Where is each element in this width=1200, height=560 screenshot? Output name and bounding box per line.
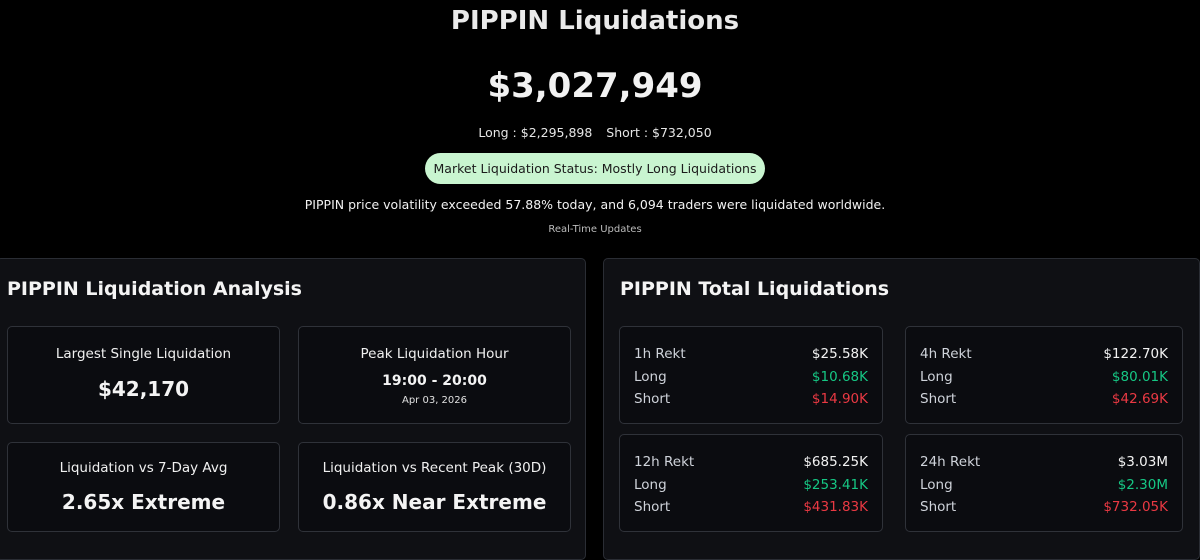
totals-title: PIPPIN Total Liquidations bbox=[620, 278, 890, 300]
period-label: 12h Rekt bbox=[634, 454, 695, 470]
card-value: 0.86x Near Extreme bbox=[322, 490, 547, 514]
rekt-short-row: Short $42.69K bbox=[920, 391, 1168, 411]
rekt-card-4h: 4h Rekt $122.70K Long $80.01K Short $42.… bbox=[905, 326, 1183, 424]
vs-recent-peak-card: Liquidation vs Recent Peak (30D) 0.86x N… bbox=[298, 442, 571, 532]
volatility-summary: PIPPIN price volatility exceeded 57.88% … bbox=[304, 197, 886, 212]
card-label: Largest Single Liquidation bbox=[55, 346, 232, 362]
page-title: PIPPIN Liquidations bbox=[450, 6, 740, 36]
short-value: $732.05K bbox=[1103, 499, 1168, 515]
period-total: $25.58K bbox=[811, 346, 868, 362]
long-short-summary: Long : $2,295,898 Short : $732,050 bbox=[0, 125, 1190, 140]
long-value: $2.30M bbox=[1117, 477, 1168, 493]
rekt-long-row: Long $10.68K bbox=[634, 369, 868, 389]
realtime-label: Real-Time Updates bbox=[548, 224, 642, 235]
rekt-total-row: 24h Rekt $3.03M bbox=[920, 454, 1168, 474]
period-label: 4h Rekt bbox=[920, 346, 972, 362]
card-value: 19:00 - 20:00 bbox=[382, 373, 487, 389]
card-label: Liquidation vs 7-Day Avg bbox=[59, 460, 228, 476]
short-value: $14.90K bbox=[811, 391, 868, 407]
card-date: Apr 03, 2026 bbox=[401, 395, 467, 406]
rekt-total-row: 4h Rekt $122.70K bbox=[920, 346, 1168, 366]
market-status-badge: Market Liquidation Status: Mostly Long L… bbox=[425, 153, 765, 184]
largest-single-liquidation-card: Largest Single Liquidation $42,170 bbox=[7, 326, 280, 424]
long-label: Long bbox=[634, 477, 667, 493]
short-label: Short bbox=[634, 391, 671, 407]
period-total: $685.25K bbox=[803, 454, 868, 470]
card-value: 2.65x Extreme bbox=[61, 490, 226, 514]
long-label: Long bbox=[920, 477, 953, 493]
long-value: $80.01K bbox=[1111, 369, 1168, 385]
rekt-card-1h: 1h Rekt $25.58K Long $10.68K Short $14.9… bbox=[619, 326, 883, 424]
card-label: Peak Liquidation Hour bbox=[360, 346, 509, 362]
rekt-short-row: Short $732.05K bbox=[920, 499, 1168, 519]
short-label: Short bbox=[920, 391, 957, 407]
short-label: Short bbox=[920, 499, 957, 515]
short-value: $42.69K bbox=[1111, 391, 1168, 407]
period-label: 24h Rekt bbox=[920, 454, 981, 470]
liquidation-analysis-panel: PIPPIN Liquidation Analysis Largest Sing… bbox=[0, 258, 586, 560]
period-label: 1h Rekt bbox=[634, 346, 686, 362]
short-value: $431.83K bbox=[803, 499, 868, 515]
long-value: $253.41K bbox=[803, 477, 868, 493]
period-total: $3.03M bbox=[1117, 454, 1168, 470]
short-label: Short bbox=[634, 499, 671, 515]
rekt-short-row: Short $431.83K bbox=[634, 499, 868, 519]
long-label: Long bbox=[920, 369, 953, 385]
rekt-total-row: 1h Rekt $25.58K bbox=[634, 346, 868, 366]
rekt-total-row: 12h Rekt $685.25K bbox=[634, 454, 868, 474]
card-value: $42,170 bbox=[97, 377, 190, 401]
rekt-long-row: Long $80.01K bbox=[920, 369, 1168, 389]
total-liquidations-panel: PIPPIN Total Liquidations 1h Rekt $25.58… bbox=[603, 258, 1200, 560]
long-total: Long : $2,295,898 bbox=[478, 125, 593, 140]
rekt-short-row: Short $14.90K bbox=[634, 391, 868, 411]
rekt-long-row: Long $253.41K bbox=[634, 477, 868, 497]
long-label: Long bbox=[634, 369, 667, 385]
rekt-card-12h: 12h Rekt $685.25K Long $253.41K Short $4… bbox=[619, 434, 883, 532]
analysis-title: PIPPIN Liquidation Analysis bbox=[7, 278, 302, 300]
total-liquidation-value: $3,027,949 bbox=[487, 66, 703, 106]
period-total: $122.70K bbox=[1103, 346, 1168, 362]
peak-liquidation-hour-card: Peak Liquidation Hour 19:00 - 20:00 Apr … bbox=[298, 326, 571, 424]
card-label: Liquidation vs Recent Peak (30D) bbox=[322, 460, 547, 476]
short-total: Short : $732,050 bbox=[606, 125, 712, 140]
rekt-card-24h: 24h Rekt $3.03M Long $2.30M Short $732.0… bbox=[905, 434, 1183, 532]
vs-7day-avg-card: Liquidation vs 7-Day Avg 2.65x Extreme bbox=[7, 442, 280, 532]
rekt-long-row: Long $2.30M bbox=[920, 477, 1168, 497]
long-value: $10.68K bbox=[811, 369, 868, 385]
